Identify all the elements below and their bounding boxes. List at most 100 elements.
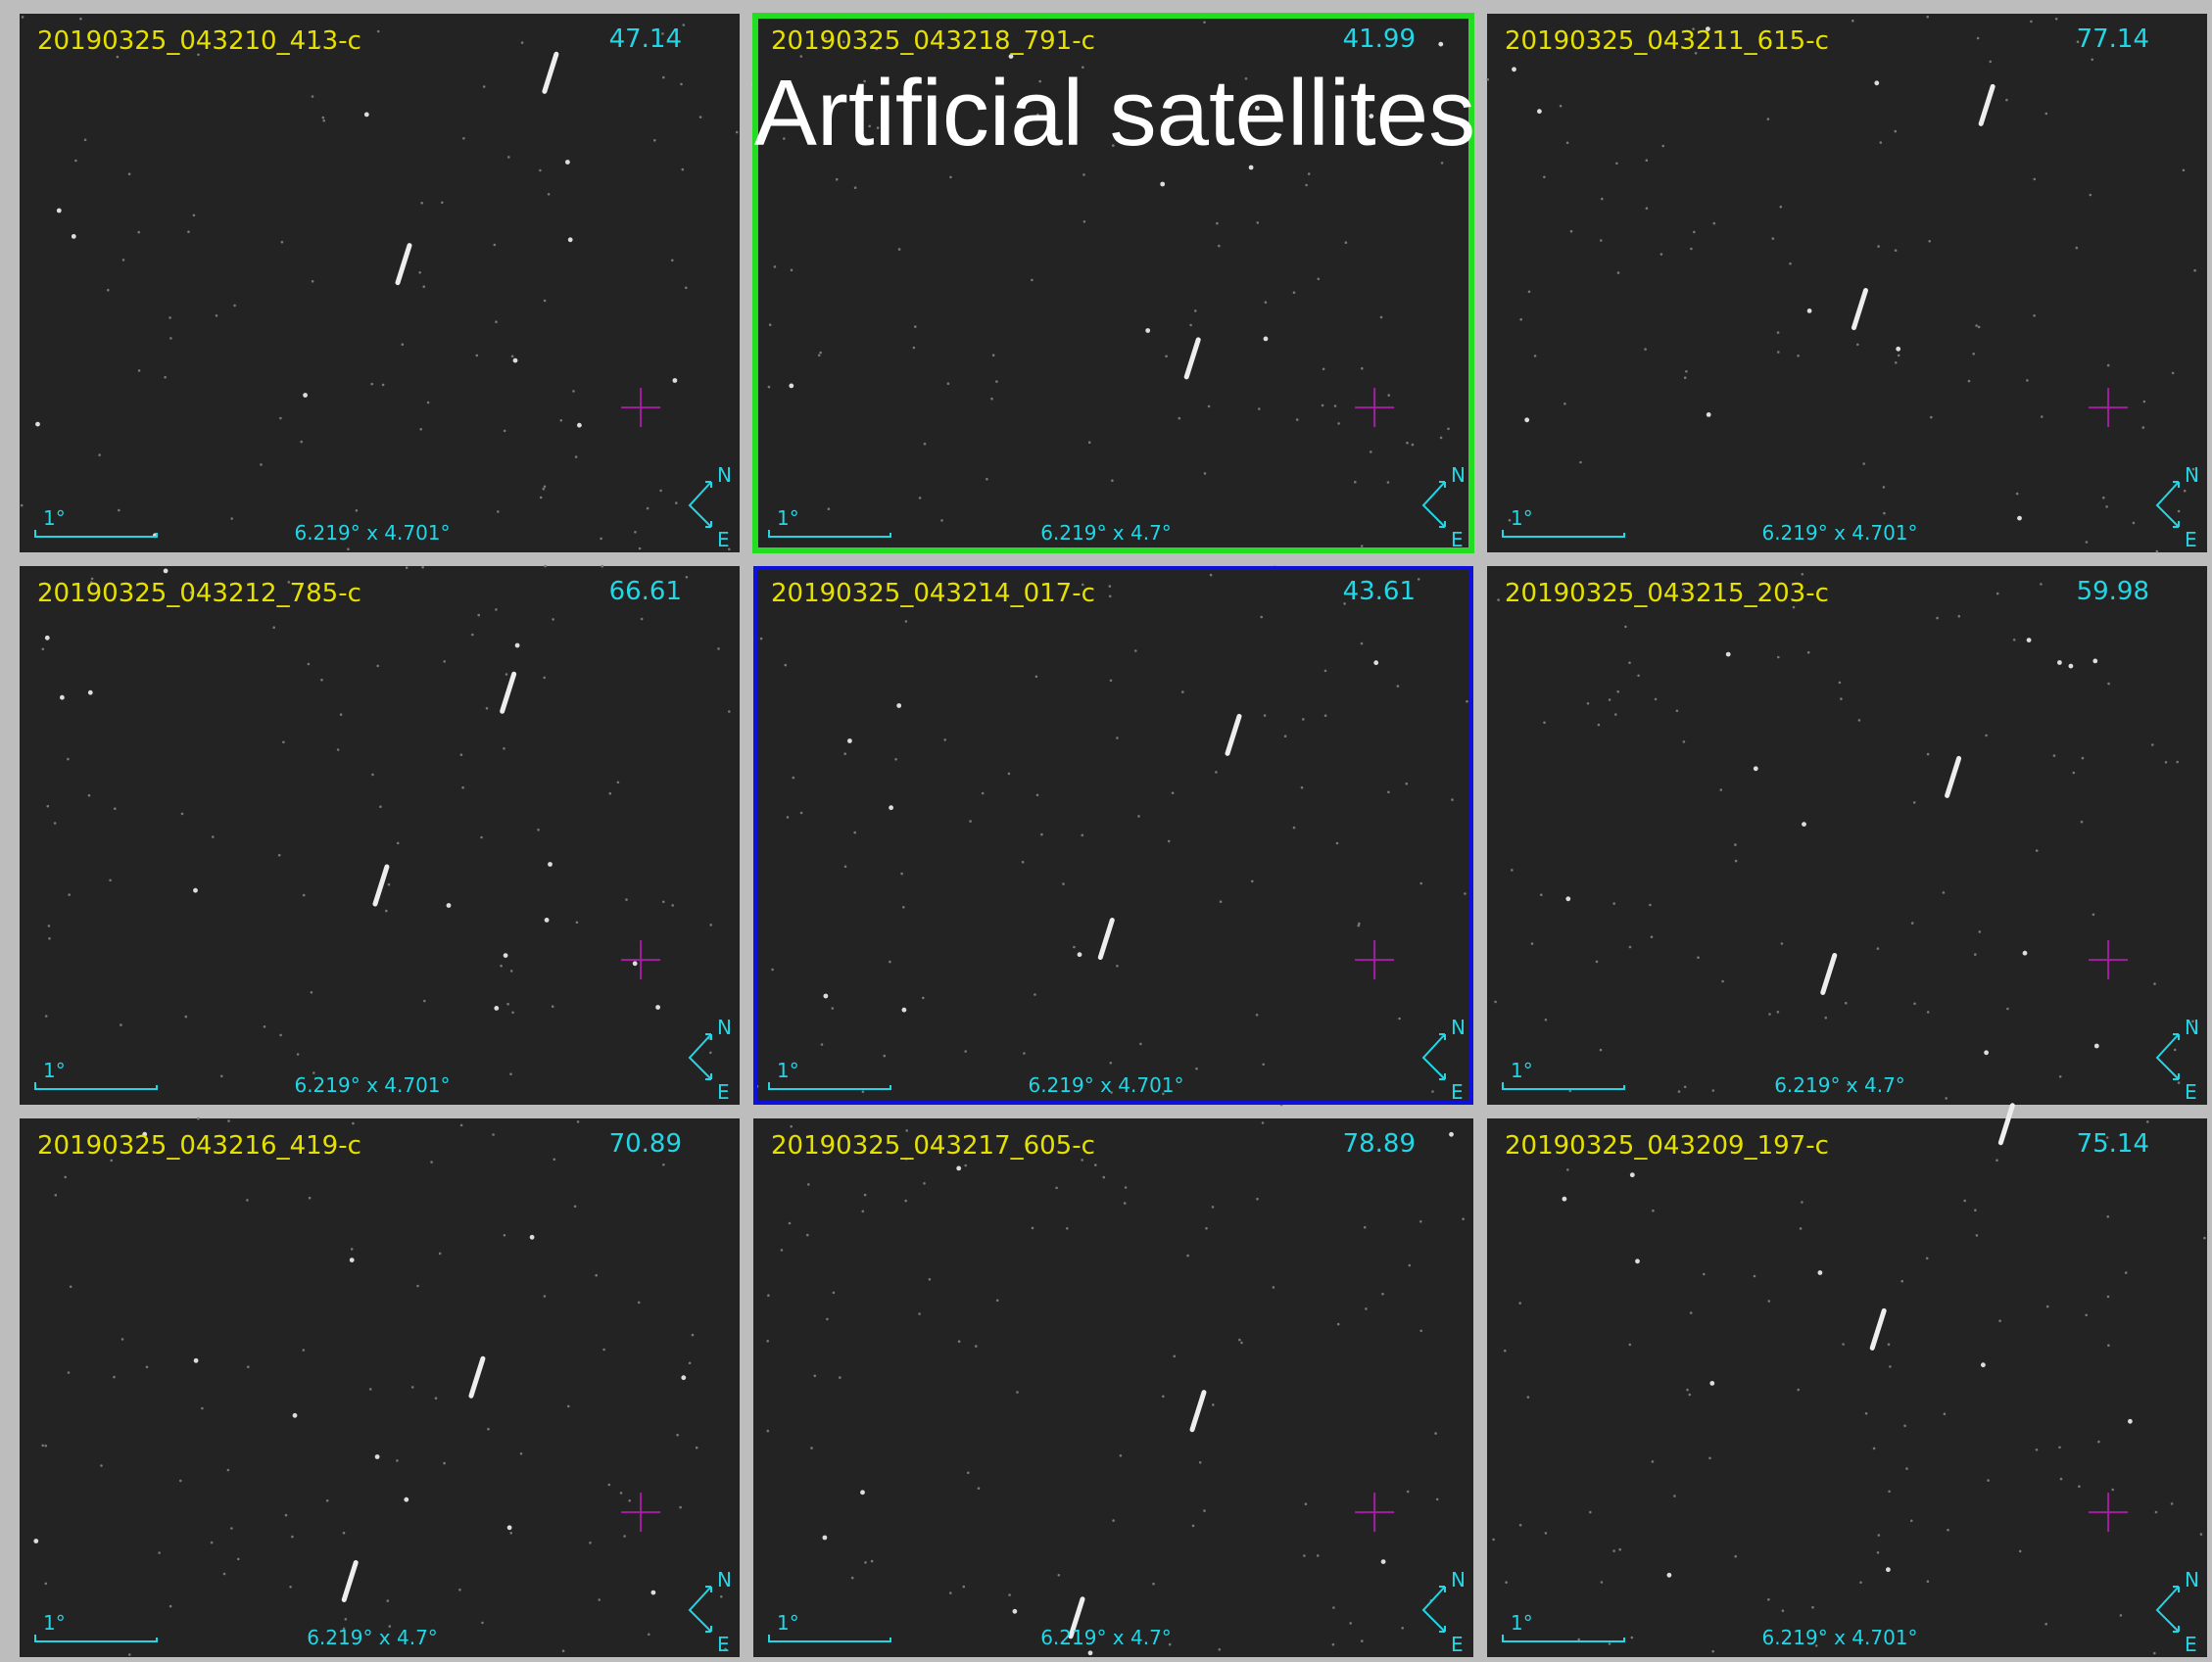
star bbox=[2078, 1485, 2081, 1488]
star bbox=[1601, 198, 1604, 201]
star bbox=[1162, 1396, 1165, 1399]
star bbox=[1652, 1460, 1655, 1463]
star bbox=[720, 1595, 723, 1598]
star bbox=[2120, 1614, 2123, 1617]
star bbox=[1768, 1013, 1771, 1016]
star bbox=[278, 854, 281, 857]
star bbox=[1528, 291, 1531, 294]
star bbox=[1565, 896, 1570, 901]
star bbox=[340, 713, 343, 716]
star bbox=[227, 1119, 230, 1122]
star bbox=[1631, 1637, 1634, 1639]
star bbox=[364, 113, 369, 118]
star bbox=[1721, 980, 1724, 983]
star bbox=[1735, 860, 1738, 863]
star bbox=[1419, 1220, 1422, 1223]
star bbox=[1436, 1498, 1439, 1501]
star bbox=[1943, 891, 1946, 894]
star bbox=[922, 997, 925, 1000]
star bbox=[537, 829, 540, 831]
star bbox=[185, 1016, 188, 1019]
star bbox=[1862, 462, 1865, 465]
star bbox=[128, 1653, 131, 1656]
star bbox=[854, 186, 857, 189]
star bbox=[504, 430, 506, 433]
star bbox=[653, 139, 656, 142]
star bbox=[1646, 207, 1649, 210]
star bbox=[1293, 291, 1296, 294]
star bbox=[1990, 61, 1993, 64]
star bbox=[1624, 626, 1627, 629]
star bbox=[2036, 1448, 2039, 1451]
star bbox=[760, 638, 763, 641]
star bbox=[833, 1292, 836, 1295]
star bbox=[137, 231, 140, 234]
star bbox=[1264, 714, 1267, 717]
star bbox=[1927, 1580, 1930, 1583]
screenshot: 20190325_043210_413-c47.141°6.219° x 4.7… bbox=[0, 0, 2212, 1662]
star bbox=[1032, 1227, 1034, 1230]
star bbox=[862, 1090, 865, 1093]
star bbox=[511, 356, 514, 358]
star bbox=[1062, 882, 1065, 885]
star bbox=[1708, 1457, 1711, 1460]
star bbox=[1767, 118, 1770, 120]
star bbox=[2102, 497, 2105, 499]
star bbox=[1888, 1491, 1891, 1494]
star bbox=[1974, 953, 1977, 956]
star bbox=[785, 664, 788, 667]
star bbox=[350, 1258, 355, 1262]
star bbox=[659, 490, 662, 493]
star bbox=[68, 893, 71, 896]
field-of-view: 6.219° x 4.7° bbox=[1040, 1626, 1172, 1649]
star bbox=[1088, 441, 1091, 444]
star bbox=[1409, 1264, 1412, 1267]
star bbox=[639, 547, 642, 550]
star bbox=[2151, 743, 2154, 746]
star bbox=[483, 85, 486, 88]
star bbox=[507, 156, 510, 159]
star bbox=[169, 1605, 172, 1608]
star bbox=[406, 566, 409, 569]
star bbox=[72, 234, 76, 239]
star bbox=[1332, 1643, 1335, 1646]
star bbox=[2073, 772, 2076, 775]
star bbox=[676, 1434, 679, 1437]
star bbox=[1189, 324, 1192, 327]
star bbox=[1527, 1396, 1530, 1399]
image-panel: 20190325_043209_197-c75.141°6.219° x 4.7… bbox=[1487, 1106, 2207, 1657]
star bbox=[623, 1535, 626, 1538]
star bbox=[118, 509, 120, 512]
star bbox=[575, 455, 578, 458]
field-of-view: 6.219° x 4.701° bbox=[294, 1073, 450, 1097]
star bbox=[246, 1199, 249, 1202]
image-panel: 20190325_043211_615-c77.141°6.219° x 4.7… bbox=[1487, 14, 2208, 552]
star bbox=[2053, 754, 2056, 757]
star bbox=[397, 842, 400, 845]
scale-label: 1° bbox=[777, 506, 799, 530]
star bbox=[1073, 946, 1076, 949]
star bbox=[1684, 376, 1687, 379]
star bbox=[862, 1211, 865, 1213]
star bbox=[2097, 1441, 2100, 1444]
star bbox=[1958, 615, 1961, 618]
star bbox=[679, 1506, 682, 1509]
star bbox=[1512, 67, 1516, 71]
star bbox=[2183, 169, 2186, 172]
star bbox=[1635, 1258, 1640, 1263]
star bbox=[201, 1407, 204, 1410]
star bbox=[1284, 735, 1287, 737]
star bbox=[1577, 1638, 1580, 1641]
star bbox=[2178, 1081, 2181, 1084]
star bbox=[1031, 279, 1034, 282]
star bbox=[411, 1386, 414, 1389]
star bbox=[992, 354, 995, 356]
image-panel: 20190325_043216_419-c70.891°6.219° x 4.7… bbox=[20, 1117, 740, 1657]
star bbox=[1858, 719, 1861, 722]
star bbox=[487, 1428, 490, 1431]
star bbox=[1296, 418, 1299, 421]
star bbox=[1111, 479, 1114, 482]
star bbox=[1494, 1001, 1497, 1004]
star bbox=[1260, 616, 1263, 619]
star bbox=[1008, 1593, 1011, 1596]
